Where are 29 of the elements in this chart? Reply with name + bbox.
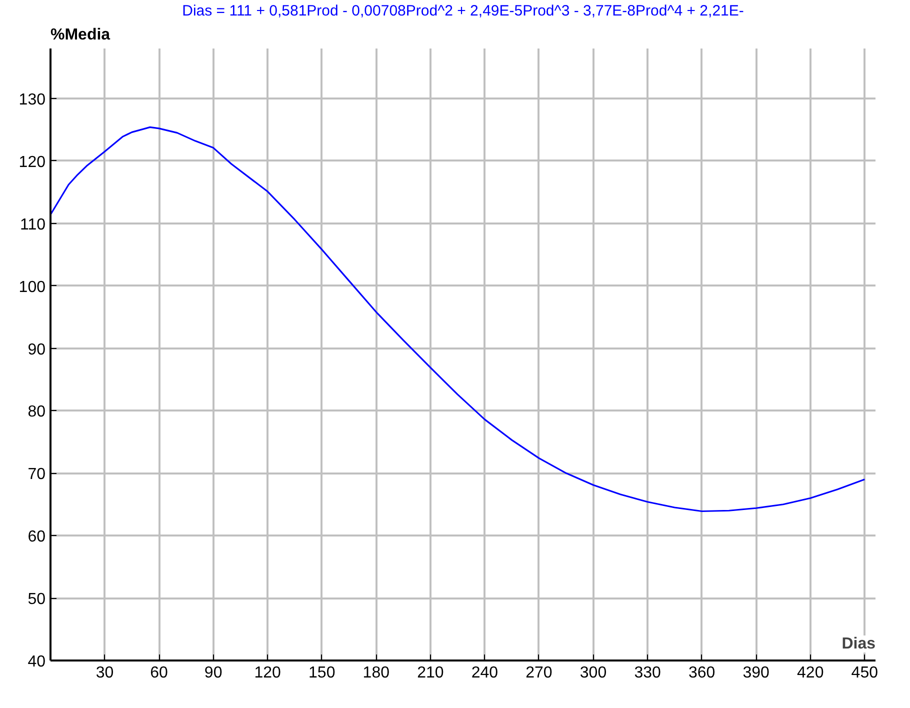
x-tick-label: 120 xyxy=(254,664,282,682)
x-tick-label: 270 xyxy=(526,664,552,682)
x-tick-label: 210 xyxy=(417,664,444,682)
y-tick-label: 120 xyxy=(18,154,46,171)
y-tick-label: 70 xyxy=(28,466,46,484)
y-tick-label: 90 xyxy=(28,341,46,358)
y-tick-label: 80 xyxy=(28,404,46,421)
y-axis-title: %Media xyxy=(50,26,110,44)
chart-title: Dias = 111 + 0,581Prod - 0,00708Prod^2 + 2,49E-5Prod^3 - 3,77E-8Prod^4 + 2,21E- xyxy=(182,2,744,20)
x-tick-label: 420 xyxy=(797,664,824,682)
x-tick-label: 360 xyxy=(688,664,716,682)
x-axis-title: Dias xyxy=(842,636,876,652)
y-tick-label: 100 xyxy=(18,278,46,296)
x-tick-label: 300 xyxy=(580,664,607,682)
line-series xyxy=(50,126,866,512)
y-tick-label: 130 xyxy=(18,91,46,108)
y-tick-label: 60 xyxy=(28,528,46,546)
x-tick-label: 180 xyxy=(362,664,390,682)
y-tick-label: 40 xyxy=(28,654,46,670)
x-tick-label: 150 xyxy=(308,664,336,682)
x-tick-label: 60 xyxy=(150,664,168,682)
x-tick-label: 450 xyxy=(851,664,878,682)
y-tick-label: 110 xyxy=(20,216,46,234)
x-tick-label: 90 xyxy=(204,664,222,682)
y-tick-label: 50 xyxy=(28,591,46,608)
x-tick-label: 240 xyxy=(471,664,498,682)
x-tick-label: 390 xyxy=(742,664,770,682)
x-tick-label: 330 xyxy=(634,664,661,682)
x-tick-label: 30 xyxy=(96,664,114,682)
